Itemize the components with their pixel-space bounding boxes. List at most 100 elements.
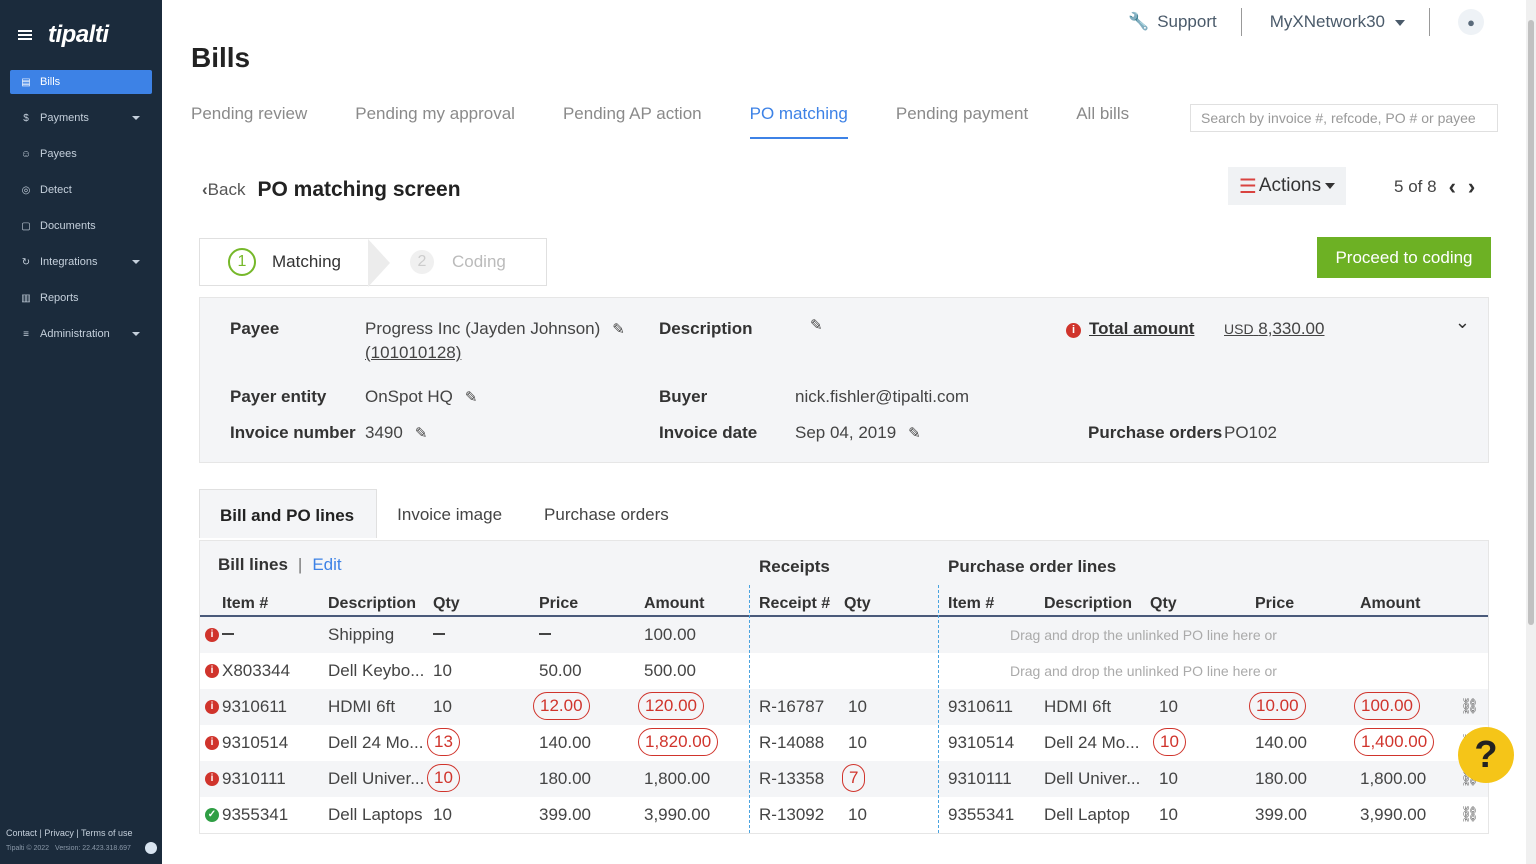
tab-pending-review[interactable]: Pending review bbox=[191, 104, 308, 123]
col-amount: Amount bbox=[644, 595, 705, 612]
cell-po-price: 140.00 bbox=[1255, 733, 1307, 752]
cell-receipt: R-14088 bbox=[759, 733, 825, 752]
edit-pencil-icon[interactable]: ✎ bbox=[612, 321, 625, 338]
globe-icon[interactable] bbox=[144, 842, 157, 854]
dash-icon bbox=[539, 633, 551, 635]
tab-invoice-image[interactable]: Invoice image bbox=[397, 505, 503, 524]
sidebar-item-payees[interactable]: ☺ Payees bbox=[10, 142, 152, 166]
cell-desc: HDMI 6ft bbox=[328, 697, 396, 716]
drag-drop-hint[interactable]: Drag and drop the unlinked PO line here … bbox=[1010, 663, 1277, 679]
po-divider bbox=[938, 585, 939, 833]
tab-po-matching[interactable]: PO matching bbox=[749, 104, 848, 139]
edit-pencil-icon[interactable]: ✎ bbox=[810, 317, 823, 334]
step-coding[interactable]: 2 Coding bbox=[376, 239, 506, 285]
caret-down-icon[interactable] bbox=[132, 332, 140, 336]
support-link[interactable]: Support bbox=[1157, 12, 1217, 31]
step-number: 1 bbox=[228, 248, 256, 276]
cell-po-item: 9355341 bbox=[948, 805, 1015, 824]
table-row[interactable]: i X803344 Dell Keybo... 10 50.00 500.00 Drag a… bbox=[200, 653, 1488, 689]
tab-pending-ap-action[interactable]: Pending AP action bbox=[562, 104, 702, 123]
dash-icon bbox=[222, 633, 234, 635]
col-po-description: Description bbox=[1044, 595, 1133, 612]
sidebar-item-label: Payees bbox=[40, 148, 77, 160]
tipalti-logo[interactable]: tipalti bbox=[48, 21, 109, 48]
wrench-icon[interactable]: 🔧 bbox=[1128, 12, 1150, 31]
main-content: 🔧 Support MyXNetwork30 ● Bills Pending r… bbox=[162, 0, 1524, 864]
table-row[interactable]: i 9310611 HDMI 6ft 10 12.00 120.00 R-16787 10 93… bbox=[200, 689, 1488, 725]
drag-drop-hint[interactable]: Drag and drop the unlinked PO line here … bbox=[1010, 627, 1277, 643]
info-icon: i bbox=[1066, 323, 1081, 338]
tab-bill-and-po-lines[interactable]: Bill and PO lines bbox=[199, 489, 378, 538]
caret-down-icon[interactable] bbox=[132, 260, 140, 264]
user-icon[interactable]: ● bbox=[1458, 9, 1484, 35]
help-button[interactable]: ? bbox=[1458, 727, 1514, 783]
edit-pencil-icon[interactable]: ✎ bbox=[464, 389, 478, 406]
search-input[interactable]: Search by invoice #, refcode, PO # or pa… bbox=[1190, 104, 1498, 132]
empty-dash bbox=[433, 625, 445, 645]
cell-rqty: 10 bbox=[848, 805, 867, 824]
footer-links[interactable]: Contact | Privacy | Terms of use bbox=[6, 828, 133, 838]
cell-po-desc: Dell Laptop bbox=[1044, 805, 1131, 824]
col-po-qty: Qty bbox=[1150, 595, 1177, 612]
table-row[interactable]: i 9310111 Dell Univer... 10 180.00 1,800.00 R-… bbox=[200, 761, 1488, 797]
edit-link[interactable]: Edit bbox=[312, 555, 342, 574]
col-po-price: Price bbox=[1255, 595, 1295, 612]
caret-down-icon[interactable] bbox=[132, 116, 140, 120]
cell-po-qty: 10 bbox=[1159, 697, 1178, 716]
tab-pending-my-approval[interactable]: Pending my approval bbox=[355, 104, 515, 123]
table-row[interactable]: ✓ 9355341 Dell Laptops 10 399.00 3,990.00 R-13… bbox=[200, 797, 1488, 833]
table-row[interactable]: i 9310514 Dell 24 Mo... 13 140.00 1,820.00 R-1… bbox=[200, 725, 1488, 761]
cell-qty: 10 bbox=[433, 697, 452, 716]
sidebar-item-administration[interactable]: ≡ Administration bbox=[10, 322, 152, 346]
proceed-to-coding-button[interactable]: Proceed to coding bbox=[1317, 237, 1491, 278]
step-matching[interactable]: 1 Matching bbox=[200, 239, 376, 285]
scrollbar-thumb[interactable] bbox=[1528, 20, 1534, 625]
detect-icon: ◎ bbox=[21, 184, 31, 196]
cell-po-amount: 3,990.00 bbox=[1360, 805, 1427, 824]
invoice-number-label: Invoice number bbox=[230, 423, 356, 442]
stepper: 1 Matching 2 Coding bbox=[199, 238, 547, 287]
total-amount-label[interactable]: i Total amount bbox=[1066, 319, 1194, 339]
table-row[interactable]: i Shipping 100.00 Drag and drop the unlinke… bbox=[200, 617, 1488, 653]
unlink-icon[interactable]: ⛓ bbox=[1460, 806, 1480, 823]
error-icon: i bbox=[205, 772, 219, 786]
actions-button[interactable]: ☰ Actions bbox=[1228, 167, 1346, 205]
po-lines-head: Purchase order lines bbox=[948, 557, 1117, 576]
tab-all-bills[interactable]: All bills bbox=[1076, 104, 1130, 123]
people-icon: ☺ bbox=[20, 148, 32, 160]
sidebar-item-reports[interactable]: ▥ Reports bbox=[10, 286, 152, 310]
cell-po-qty: 10 bbox=[1153, 728, 1186, 756]
detail-tabs: Bill and PO lines Invoice image Purchase… bbox=[199, 489, 691, 538]
cell-amount: 1,800.00 bbox=[644, 769, 711, 788]
total-amount-value[interactable]: USD 8,330.00 bbox=[1224, 319, 1325, 338]
error-icon: i bbox=[205, 664, 219, 678]
sidebar-item-integrations[interactable]: ↻ Integrations bbox=[10, 250, 152, 274]
menu-icon[interactable] bbox=[18, 30, 32, 40]
edit-pencil-icon[interactable]: ✎ bbox=[414, 425, 428, 442]
edit-pencil-icon[interactable]: ✎ bbox=[908, 425, 921, 442]
tab-pending-payment[interactable]: Pending payment bbox=[895, 104, 1029, 123]
sidebar: tipalti ▤ Bills $ Payments ☺ Payees ◎ Detect ▢ Do… bbox=[0, 0, 162, 864]
col-receipt: Receipt # bbox=[759, 595, 831, 612]
col-qty: Qty bbox=[433, 595, 460, 612]
scrollbar[interactable] bbox=[1526, 0, 1536, 864]
sidebar-item-documents[interactable]: ▢ Documents bbox=[10, 214, 152, 238]
back-label: Back bbox=[207, 180, 246, 199]
bill-tabs: Pending review Pending my approval Pendi… bbox=[191, 104, 1177, 139]
payee-id-link[interactable]: (101010128) bbox=[365, 343, 462, 362]
tab-purchase-orders[interactable]: Purchase orders bbox=[544, 505, 669, 524]
cell-desc: Dell Laptops bbox=[328, 805, 423, 824]
unlink-icon[interactable]: ⛓ bbox=[1460, 698, 1480, 715]
sidebar-item-detect[interactable]: ◎ Detect bbox=[10, 178, 152, 202]
sidebar-item-label: Detect bbox=[40, 184, 72, 196]
sidebar-item-payments[interactable]: $ Payments bbox=[10, 106, 152, 130]
account-dropdown[interactable]: MyXNetwork30 bbox=[1270, 12, 1405, 32]
prev-icon[interactable]: ‹ bbox=[1448, 174, 1456, 199]
version: Version: 22.423.318.697 bbox=[55, 844, 131, 852]
po-matching-title: PO matching screen bbox=[257, 178, 461, 201]
back-link[interactable]: ‹Back bbox=[202, 180, 245, 200]
next-icon[interactable]: › bbox=[1467, 174, 1476, 199]
cell-po-qty: 10 bbox=[1159, 769, 1178, 788]
collapse-chevron-icon[interactable]: ⌄ bbox=[1454, 312, 1470, 332]
sidebar-item-bills[interactable]: ▤ Bills bbox=[10, 70, 152, 94]
